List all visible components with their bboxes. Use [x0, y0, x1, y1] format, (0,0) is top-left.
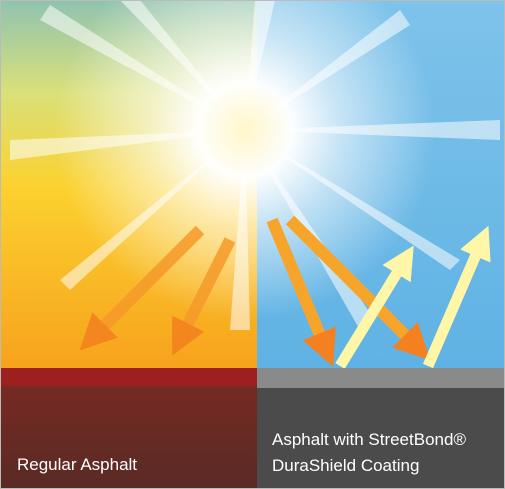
- left-label: Regular Asphalt: [17, 455, 137, 474]
- right-label-line: DuraShield Coating: [272, 456, 419, 475]
- regular-asphalt-surface: [0, 368, 257, 386]
- coated-asphalt-surface: [257, 368, 505, 388]
- right-label-line: Asphalt with StreetBond®: [272, 430, 466, 449]
- page: {"left_panel": {"label": "Regular Asphal…: [0, 0, 505, 489]
- illustration: Regular Asphalt Asphalt with StreetBond®…: [0, 0, 505, 489]
